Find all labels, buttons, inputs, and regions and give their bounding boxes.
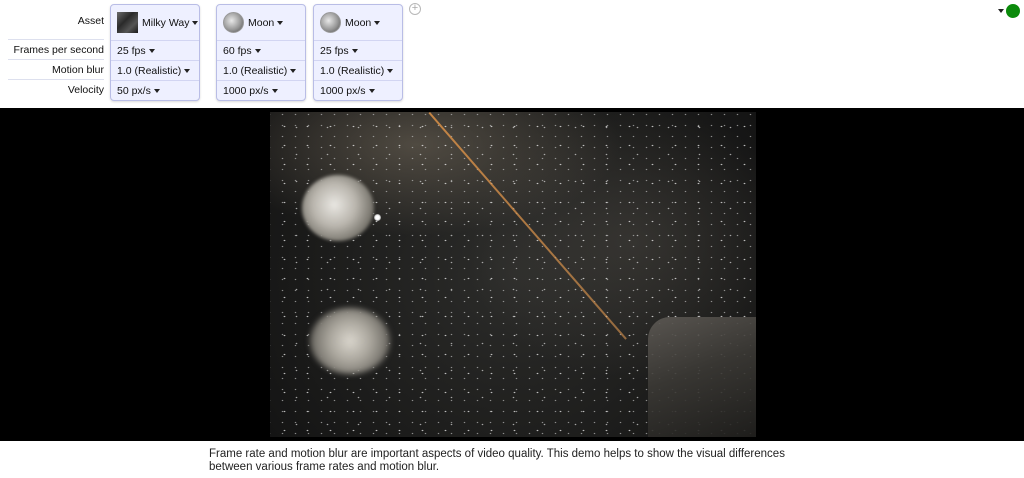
motion-blur-value: 1.0 (Realistic) [320, 65, 384, 77]
motion-blur-row-label: Motion blur [8, 59, 104, 80]
bright-star [374, 214, 381, 221]
settings-card-2: Moon 60 fps 1.0 (Realistic) 1000 px/s [216, 4, 306, 101]
fps-value: 25 fps [320, 45, 349, 57]
asset-select[interactable]: Moon [217, 5, 305, 41]
velocity-select[interactable]: 1000 px/s [217, 80, 305, 101]
fps-select[interactable]: 60 fps [217, 40, 305, 61]
moon-thumbnail [320, 12, 341, 33]
asset-row-label: Asset [8, 11, 104, 31]
fps-select[interactable]: 25 fps [314, 40, 402, 61]
status-indicator[interactable] [1006, 4, 1020, 18]
fps-row-label: Frames per second [8, 39, 104, 60]
caret-down-icon [277, 21, 283, 25]
milky-way-thumbnail [117, 12, 138, 33]
asset-select[interactable]: Milky Way [111, 5, 199, 41]
moon-60fps [302, 175, 374, 241]
asset-value: Milky Way [142, 17, 189, 29]
caret-down-icon [387, 69, 393, 73]
settings-card-1: Milky Way 25 fps 1.0 (Realistic) 50 px/s [110, 4, 200, 101]
description-text: Frame rate and motion blur are important… [209, 448, 809, 474]
velocity-select[interactable]: 50 px/s [111, 80, 199, 101]
motion-blur-select[interactable]: 1.0 (Realistic) [314, 60, 402, 81]
moon-thumbnail [223, 12, 244, 33]
fps-value: 60 fps [223, 45, 252, 57]
caret-down-icon [374, 21, 380, 25]
fps-value: 25 fps [117, 45, 146, 57]
video-area [0, 108, 1024, 441]
settings-card-3: Moon 25 fps 1.0 (Realistic) 1000 px/s [313, 4, 403, 101]
status-caret-icon[interactable] [998, 9, 1004, 13]
motion-blur-select[interactable]: 1.0 (Realistic) [111, 60, 199, 81]
telescope-silhouette [648, 317, 756, 437]
velocity-value: 1000 px/s [223, 85, 269, 97]
motion-blur-value: 1.0 (Realistic) [117, 65, 181, 77]
caret-down-icon [369, 89, 375, 93]
asset-select[interactable]: Moon [314, 5, 402, 41]
caret-down-icon [290, 69, 296, 73]
velocity-value: 50 px/s [117, 85, 151, 97]
caret-down-icon [149, 49, 155, 53]
velocity-select[interactable]: 1000 px/s [314, 80, 402, 101]
asset-value: Moon [248, 17, 274, 29]
motion-blur-select[interactable]: 1.0 (Realistic) [217, 60, 305, 81]
asset-value: Moon [345, 17, 371, 29]
velocity-value: 1000 px/s [320, 85, 366, 97]
fps-select[interactable]: 25 fps [111, 40, 199, 61]
caret-down-icon [192, 21, 198, 25]
caret-down-icon [154, 89, 160, 93]
plus-icon: + [412, 2, 418, 14]
caret-down-icon [255, 49, 261, 53]
add-comparison-button[interactable]: + [409, 3, 421, 15]
moon-25fps [310, 308, 390, 374]
caret-down-icon [272, 89, 278, 93]
video-canvas[interactable] [270, 112, 756, 437]
caret-down-icon [184, 69, 190, 73]
velocity-row-label: Velocity [8, 79, 104, 100]
motion-blur-value: 1.0 (Realistic) [223, 65, 287, 77]
caret-down-icon [352, 49, 358, 53]
